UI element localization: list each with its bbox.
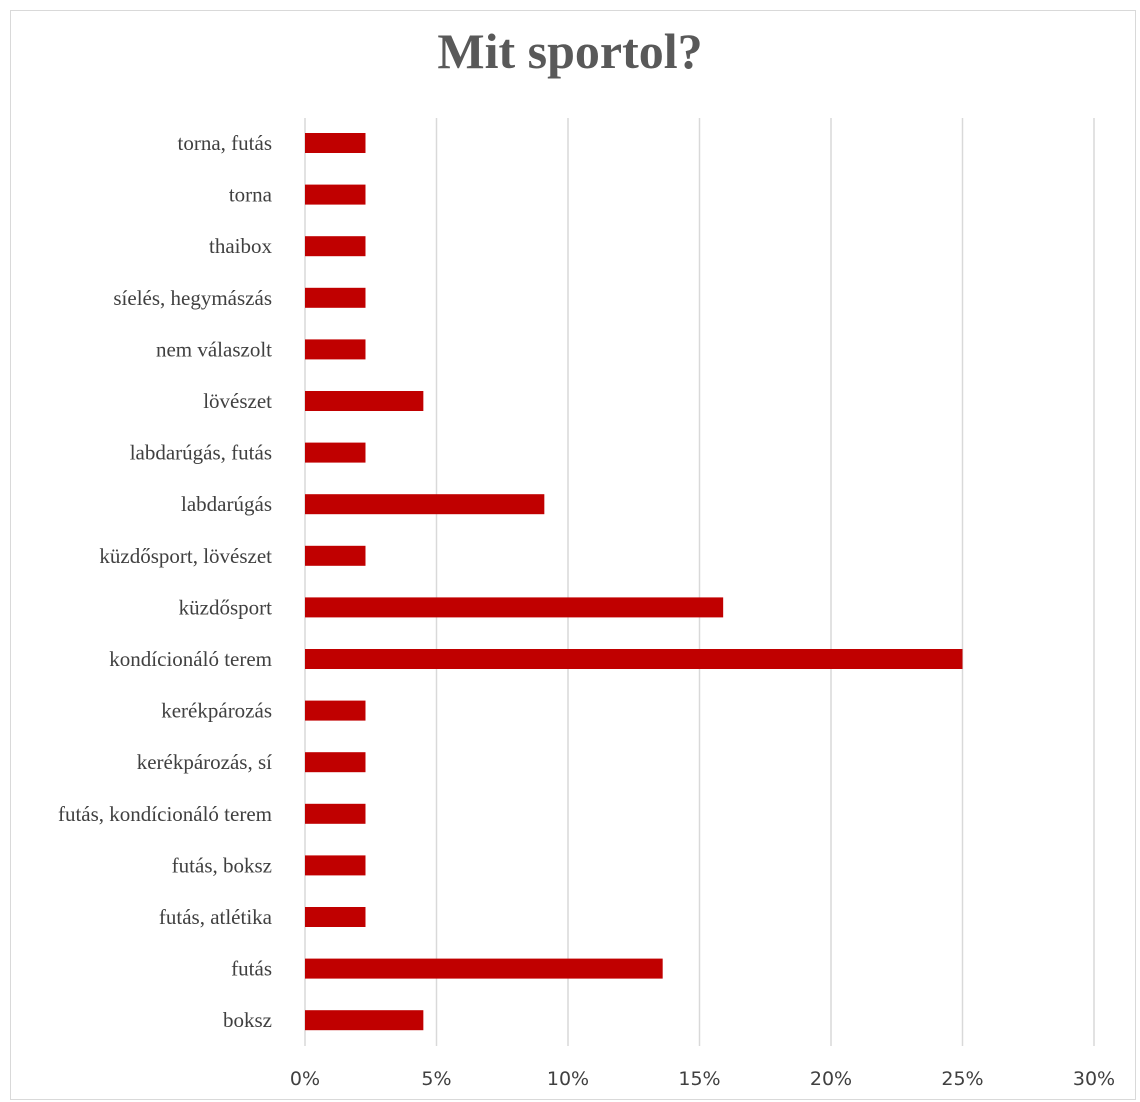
chart-frame — [10, 10, 1136, 1100]
bar — [305, 287, 366, 308]
x-tick-label: 25% — [941, 1068, 983, 1090]
category-label: küzdősport — [179, 595, 272, 619]
category-label: nem válaszolt — [156, 337, 272, 361]
category-label: lövészet — [203, 389, 272, 413]
bar — [305, 1010, 424, 1031]
category-label: kerékpározás — [161, 699, 272, 723]
category-label: kondícionáló terem — [109, 647, 272, 671]
bar — [305, 133, 366, 153]
bar — [305, 545, 366, 566]
bar — [305, 597, 724, 618]
bar — [305, 700, 366, 721]
bar — [305, 494, 545, 515]
bar — [305, 339, 366, 360]
x-tick-label: 20% — [810, 1068, 852, 1090]
bar — [305, 649, 963, 669]
category-label: labdarúgás — [181, 492, 272, 516]
bar — [305, 236, 366, 257]
category-label: síelés, hegymászás — [113, 286, 272, 310]
category-label: thaibox — [209, 234, 272, 258]
bar — [305, 184, 366, 205]
category-label: küzdősport, lövészet — [99, 544, 272, 568]
bar — [305, 391, 424, 411]
category-label: kerékpározás, sí — [137, 750, 272, 774]
x-tick-label: 10% — [547, 1068, 589, 1090]
category-label: futás — [231, 957, 272, 981]
bar — [305, 958, 663, 979]
category-label: labdarúgás, futás — [130, 441, 272, 465]
category-label: torna, futás — [178, 131, 272, 155]
category-label: futás, kondícionáló terem — [58, 802, 272, 826]
bar — [305, 442, 366, 463]
category-label: futás, atlétika — [159, 905, 273, 929]
x-tick-label: 30% — [1073, 1068, 1115, 1090]
category-label: torna — [229, 183, 273, 207]
bar — [305, 752, 366, 773]
bar — [305, 855, 366, 876]
bar — [305, 803, 366, 824]
category-label: futás, boksz — [172, 853, 272, 877]
x-tick-label: 5% — [421, 1068, 451, 1090]
x-tick-label: 15% — [678, 1068, 720, 1090]
bar — [305, 907, 366, 927]
x-tick-label: 0% — [290, 1068, 320, 1090]
chart-title: Mit sportol? — [437, 23, 703, 79]
category-label: boksz — [223, 1008, 272, 1032]
